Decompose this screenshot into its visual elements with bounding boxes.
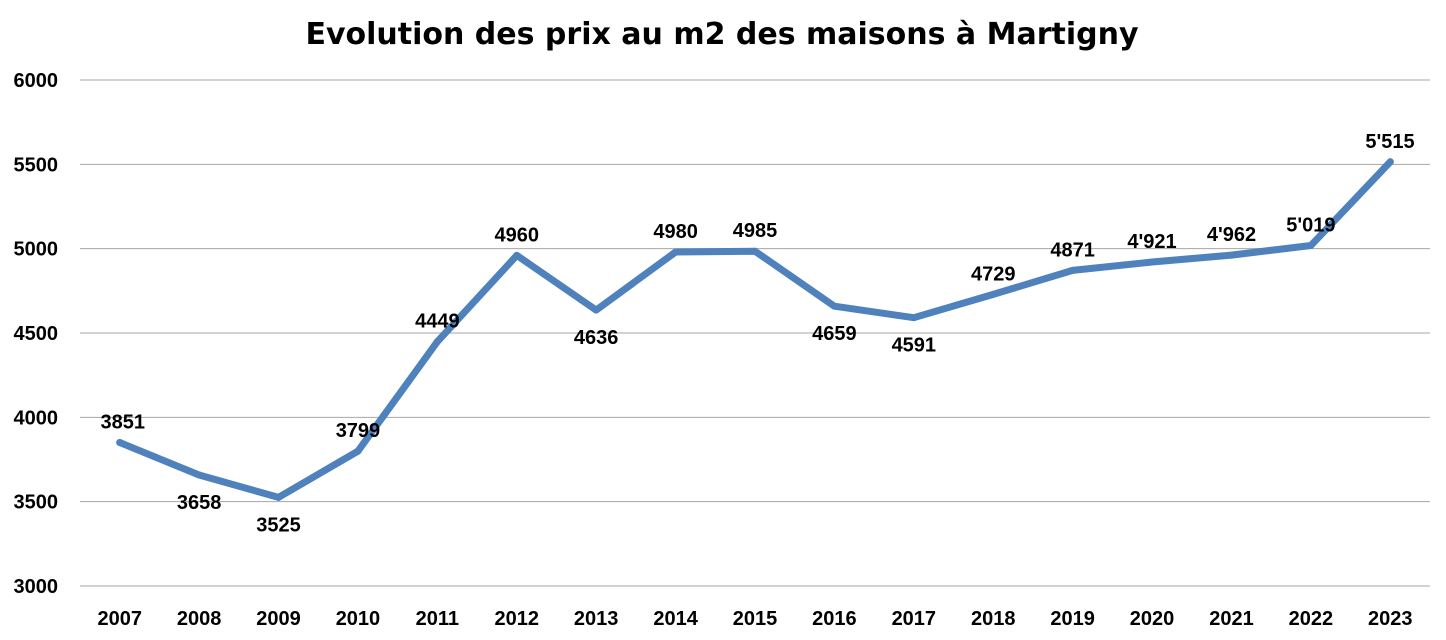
data-labels: 3851 3658 3525 3799 4449 4960 4636 4980 4985 4659… <box>100 131 1414 537</box>
x-tick-label: 2019 <box>1050 608 1095 630</box>
data-label: 3851 <box>100 411 145 433</box>
data-point <box>195 471 203 479</box>
data-label: 3658 <box>177 492 222 514</box>
x-tick-label: 2015 <box>733 608 778 630</box>
data-point <box>116 438 124 446</box>
x-tick-label: 2018 <box>971 608 1016 630</box>
data-point <box>354 447 362 455</box>
x-tick-label: 2012 <box>495 608 540 630</box>
data-label: 4'962 <box>1207 224 1256 246</box>
data-label: 4591 <box>892 335 937 357</box>
data-label: 4980 <box>653 221 698 243</box>
data-label: 3525 <box>256 514 301 536</box>
x-tick-label: 2021 <box>1209 608 1254 630</box>
data-point <box>1227 251 1235 259</box>
x-tick-label: 2007 <box>97 608 142 630</box>
data-label: 4636 <box>574 327 619 349</box>
data-point <box>751 247 759 255</box>
data-point <box>433 338 441 346</box>
y-tick-label: 3500 <box>14 492 59 514</box>
y-tick-label: 4500 <box>14 323 59 345</box>
data-point <box>1069 266 1077 274</box>
data-label: 4985 <box>733 220 778 242</box>
x-tick-label: 2017 <box>892 608 937 630</box>
series-layer <box>116 158 1394 501</box>
gridlines <box>80 79 1430 587</box>
data-label: 4449 <box>415 311 460 333</box>
x-tick-label: 2008 <box>177 608 222 630</box>
data-point <box>1148 258 1156 266</box>
data-point <box>592 306 600 314</box>
x-axis-ticks: 2007 2008 2009 2010 2011 2012 2013 2014 2015 2016… <box>97 608 1412 630</box>
y-tick-label: 5000 <box>14 239 59 261</box>
x-tick-label: 2013 <box>574 608 619 630</box>
data-label: 4871 <box>1050 239 1095 261</box>
x-tick-label: 2011 <box>416 608 459 630</box>
x-tick-label: 2016 <box>812 608 857 630</box>
data-label: 3799 <box>336 420 381 442</box>
data-point <box>1307 241 1315 249</box>
y-tick-label: 5500 <box>14 154 59 176</box>
chart-title: Evolution des prix au m2 des maisons à M… <box>305 17 1139 52</box>
data-label: 5'515 <box>1365 131 1414 153</box>
data-point <box>513 251 521 259</box>
x-tick-label: 2022 <box>1289 608 1334 630</box>
data-point <box>830 302 838 310</box>
x-tick-label: 2023 <box>1368 608 1413 630</box>
data-point <box>1386 158 1394 166</box>
series-line <box>116 158 1394 501</box>
data-point <box>672 248 680 256</box>
data-label: 4729 <box>971 263 1016 285</box>
data-point <box>275 493 283 501</box>
data-point <box>989 290 997 298</box>
data-label: 5'019 <box>1286 214 1335 236</box>
data-label: 4960 <box>495 224 540 246</box>
x-tick-label: 2010 <box>336 608 381 630</box>
data-label: 4'921 <box>1127 231 1176 253</box>
x-tick-label: 2009 <box>256 608 301 630</box>
data-label: 4659 <box>812 323 857 345</box>
x-tick-label: 2020 <box>1130 608 1175 630</box>
y-tick-label: 3000 <box>14 576 59 598</box>
data-point <box>910 314 918 322</box>
y-tick-label: 4000 <box>14 407 59 429</box>
y-axis-ticks: 3000 3500 4000 4500 5000 5500 6000 <box>14 70 59 598</box>
y-tick-label: 6000 <box>14 70 59 92</box>
x-tick-label: 2014 <box>653 608 698 630</box>
